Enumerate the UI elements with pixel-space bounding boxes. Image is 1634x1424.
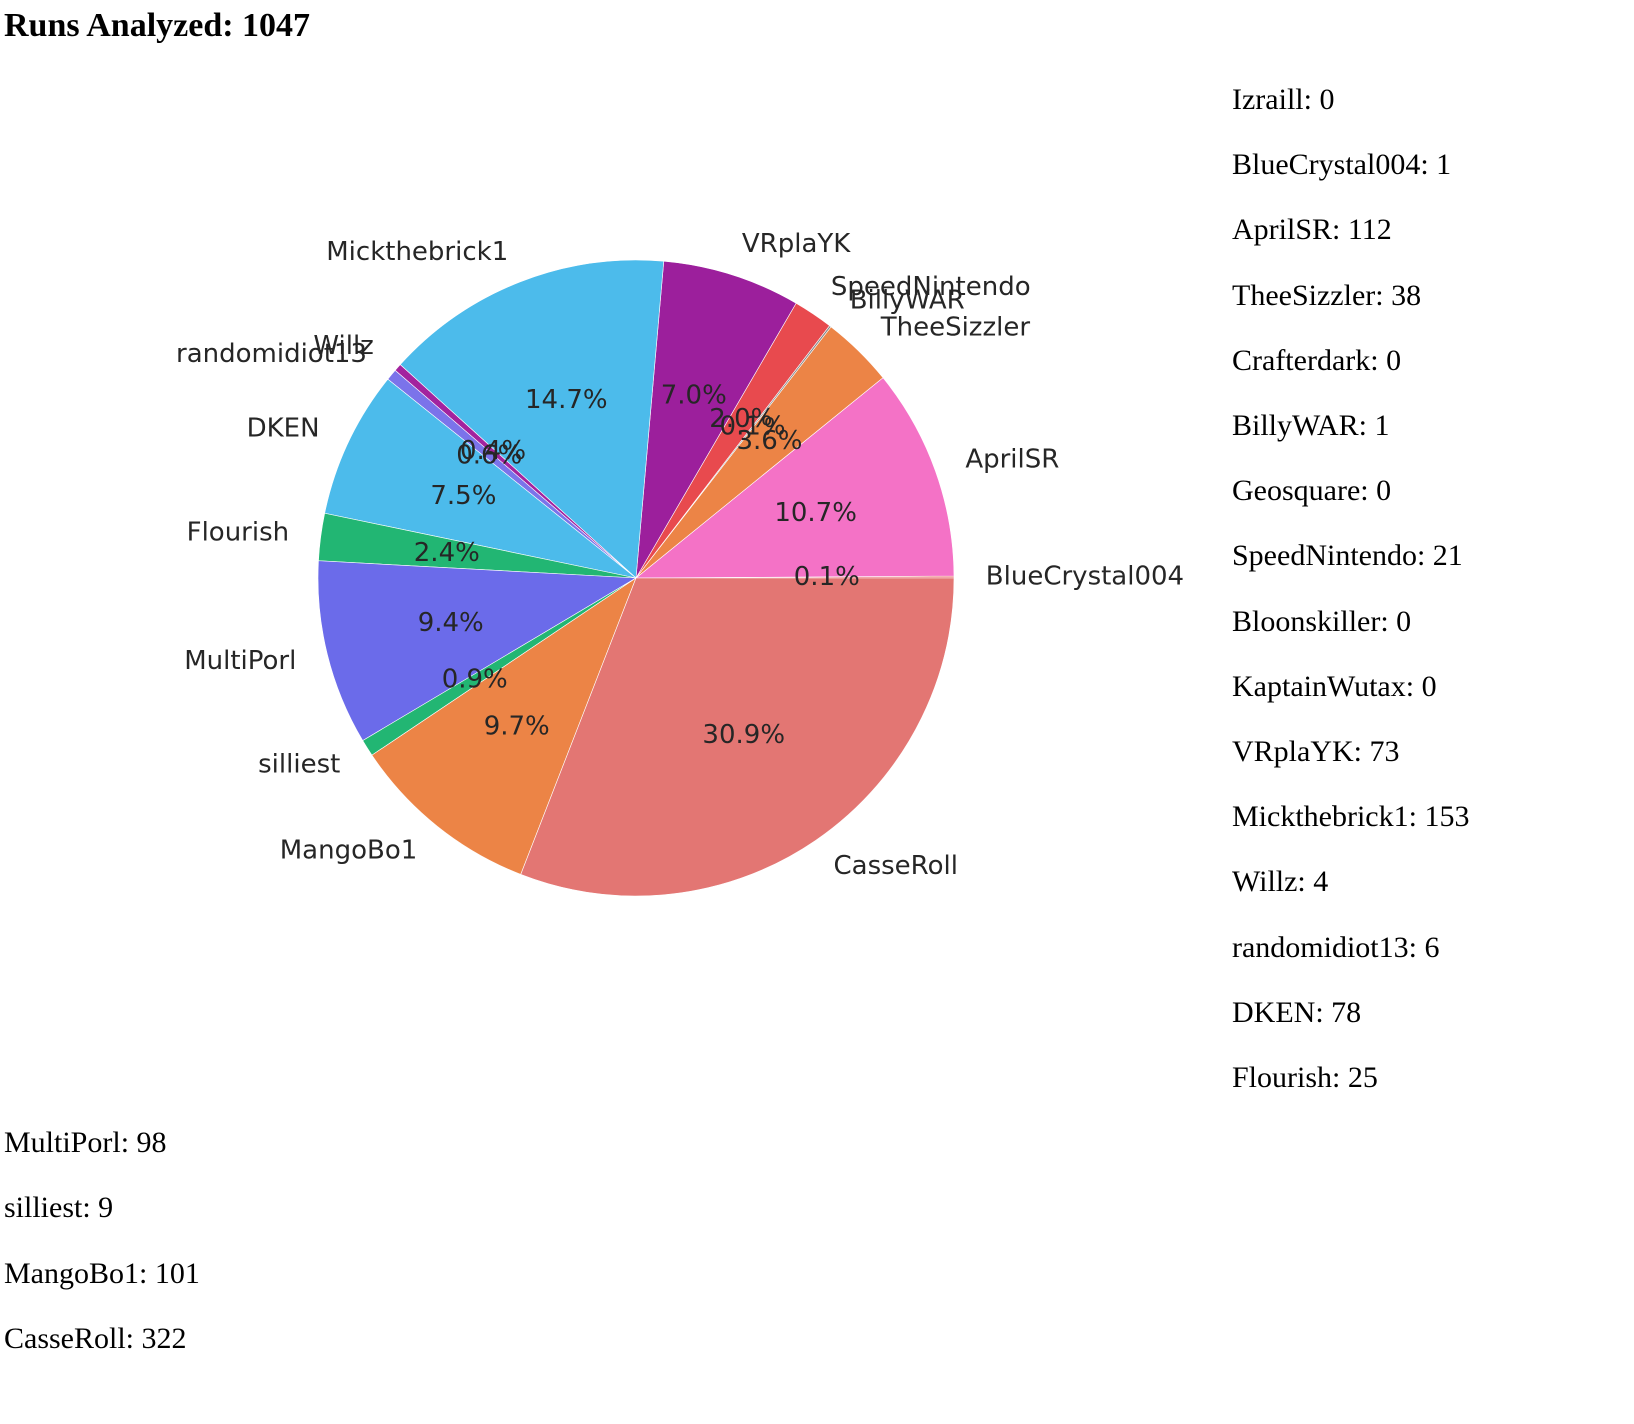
- pct-label-vrplayk: 7.0%: [661, 381, 727, 411]
- pct-label-silliest: 0.9%: [442, 664, 508, 694]
- slice-label-willz: Willz: [313, 331, 373, 361]
- slice-label-multiporl: MultiPorl: [184, 646, 296, 676]
- pct-label-mickthebrick1: 14.7%: [525, 385, 608, 415]
- pct-label-mangobo1: 9.7%: [484, 711, 550, 741]
- pie-slice-aprilsr: [635, 377, 955, 579]
- count-item-multiporl: MultiPorl: 98: [4, 1126, 167, 1159]
- slice-label-randomidiot13: randomidiot13: [176, 339, 367, 369]
- pie-slice-mickthebrick1: [399, 259, 665, 579]
- slice-label-dken: DKEN: [247, 413, 320, 443]
- pct-label-aprilsr: 10.7%: [774, 498, 857, 528]
- slice-label-bluecrystal004: BlueCrystal004: [986, 561, 1184, 591]
- pct-label-willz: 0.4%: [460, 436, 526, 466]
- page-title: Runs Analyzed: 1047: [4, 7, 311, 44]
- pie-slice-casseroll: [520, 577, 955, 897]
- count-item-casseroll: CasseRoll: 322: [4, 1322, 187, 1355]
- pie-slice-multiporl: [317, 560, 638, 741]
- count-item-mangobo1: MangoBo1: 101: [4, 1257, 200, 1290]
- pct-label-speednintendo: 2.0%: [709, 404, 775, 434]
- slice-label-vrplayk: VRplaYK: [742, 229, 851, 259]
- slice-label-mangobo1: MangoBo1: [280, 836, 418, 866]
- slice-label-casseroll: CasseRoll: [834, 851, 958, 881]
- pct-label-billywar: 0.1%: [720, 411, 786, 441]
- pct-label-dken: 7.5%: [430, 481, 496, 511]
- pie-slice-vrplayk: [635, 260, 797, 579]
- pct-label-flourish: 2.4%: [414, 538, 480, 568]
- slice-label-theesizzler: TheeSizzler: [880, 313, 1031, 343]
- slice-label-billywar: BillyWAR: [850, 286, 965, 316]
- pie-labels: BlueCrystal004 0.1% AprilSR 10.7% TheeSizzle…: [176, 229, 1184, 881]
- pie-chart-svg: BlueCrystal004 0.1% AprilSR 10.7% TheeSizzle…: [176, 229, 1184, 897]
- slice-label-aprilsr: AprilSR: [965, 445, 1059, 475]
- slice-label-mickthebrick1: Mickthebrick1: [326, 237, 508, 267]
- pct-label-theesizzler: 3.6%: [736, 426, 802, 456]
- pie-slice-mangobo1: [371, 577, 637, 875]
- slice-label-flourish: Flourish: [187, 517, 290, 547]
- pct-label-randomidiot13: 0.6%: [456, 441, 522, 471]
- slice-label-speednintendo: SpeedNintendo: [831, 272, 1031, 302]
- pct-label-casseroll: 30.9%: [702, 720, 785, 750]
- pct-label-bluecrystal004: 0.1%: [794, 562, 860, 592]
- pie-slices: [317, 259, 955, 897]
- pct-label-multiporl: 9.4%: [418, 608, 484, 638]
- pie-slice-dken: [324, 378, 637, 579]
- count-item-silliest: silliest: 9: [4, 1191, 114, 1224]
- slice-label-silliest: silliest: [258, 749, 340, 779]
- pie-chart: BlueCrystal004 0.1% AprilSR 10.7% TheeSizzle…: [0, 60, 1270, 1110]
